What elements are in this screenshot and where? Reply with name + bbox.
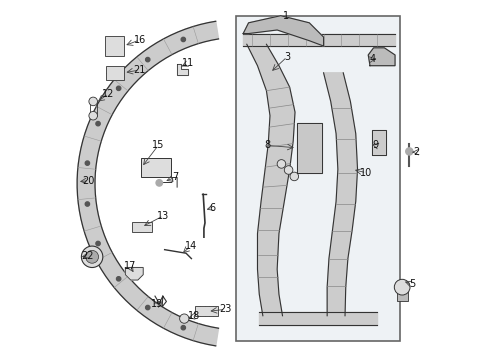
- Circle shape: [180, 314, 189, 323]
- Polygon shape: [177, 64, 188, 75]
- Polygon shape: [77, 21, 219, 346]
- Circle shape: [146, 58, 150, 62]
- Circle shape: [146, 305, 150, 310]
- Text: 5: 5: [409, 279, 416, 289]
- Text: 9: 9: [372, 140, 378, 150]
- Text: 14: 14: [185, 241, 197, 251]
- Bar: [141, 158, 171, 177]
- Polygon shape: [259, 312, 377, 325]
- Bar: [105, 36, 124, 56]
- Circle shape: [96, 241, 100, 246]
- Text: 19: 19: [151, 299, 164, 309]
- Text: 18: 18: [188, 311, 200, 321]
- Text: 7: 7: [172, 172, 178, 183]
- Polygon shape: [125, 267, 143, 280]
- Text: 21: 21: [133, 65, 146, 75]
- Polygon shape: [323, 73, 358, 316]
- Bar: [236, 16, 400, 341]
- Text: 23: 23: [219, 304, 232, 314]
- Circle shape: [156, 180, 163, 186]
- Circle shape: [117, 86, 121, 90]
- Text: 4: 4: [370, 54, 376, 64]
- Bar: [132, 222, 152, 232]
- Circle shape: [86, 250, 98, 263]
- Circle shape: [181, 37, 185, 42]
- Circle shape: [284, 166, 293, 174]
- Circle shape: [117, 277, 121, 281]
- Circle shape: [394, 279, 410, 295]
- Text: 1: 1: [283, 12, 289, 21]
- Text: 13: 13: [157, 211, 170, 221]
- Text: 15: 15: [152, 140, 165, 150]
- Circle shape: [290, 172, 298, 181]
- Text: 12: 12: [102, 89, 115, 99]
- Circle shape: [96, 122, 100, 126]
- Polygon shape: [243, 16, 323, 46]
- Polygon shape: [372, 130, 386, 155]
- Polygon shape: [243, 33, 395, 46]
- Polygon shape: [247, 44, 295, 316]
- Circle shape: [85, 161, 90, 165]
- Circle shape: [277, 159, 286, 168]
- Text: 20: 20: [82, 176, 95, 186]
- Text: 22: 22: [81, 251, 94, 261]
- Text: 16: 16: [133, 35, 146, 45]
- Polygon shape: [368, 48, 395, 66]
- Circle shape: [406, 148, 413, 155]
- Circle shape: [85, 202, 90, 206]
- Bar: [106, 66, 123, 80]
- Circle shape: [181, 325, 185, 330]
- Circle shape: [89, 111, 98, 120]
- Bar: [195, 306, 218, 316]
- Circle shape: [89, 97, 98, 106]
- Text: 10: 10: [360, 168, 372, 178]
- Circle shape: [81, 246, 103, 267]
- Text: 17: 17: [124, 261, 136, 271]
- Bar: [397, 287, 408, 301]
- Polygon shape: [297, 123, 322, 173]
- Text: 11: 11: [182, 58, 195, 68]
- Text: 6: 6: [209, 203, 215, 213]
- Text: 3: 3: [284, 52, 290, 62]
- Text: 2: 2: [414, 147, 419, 157]
- Text: 8: 8: [264, 140, 270, 150]
